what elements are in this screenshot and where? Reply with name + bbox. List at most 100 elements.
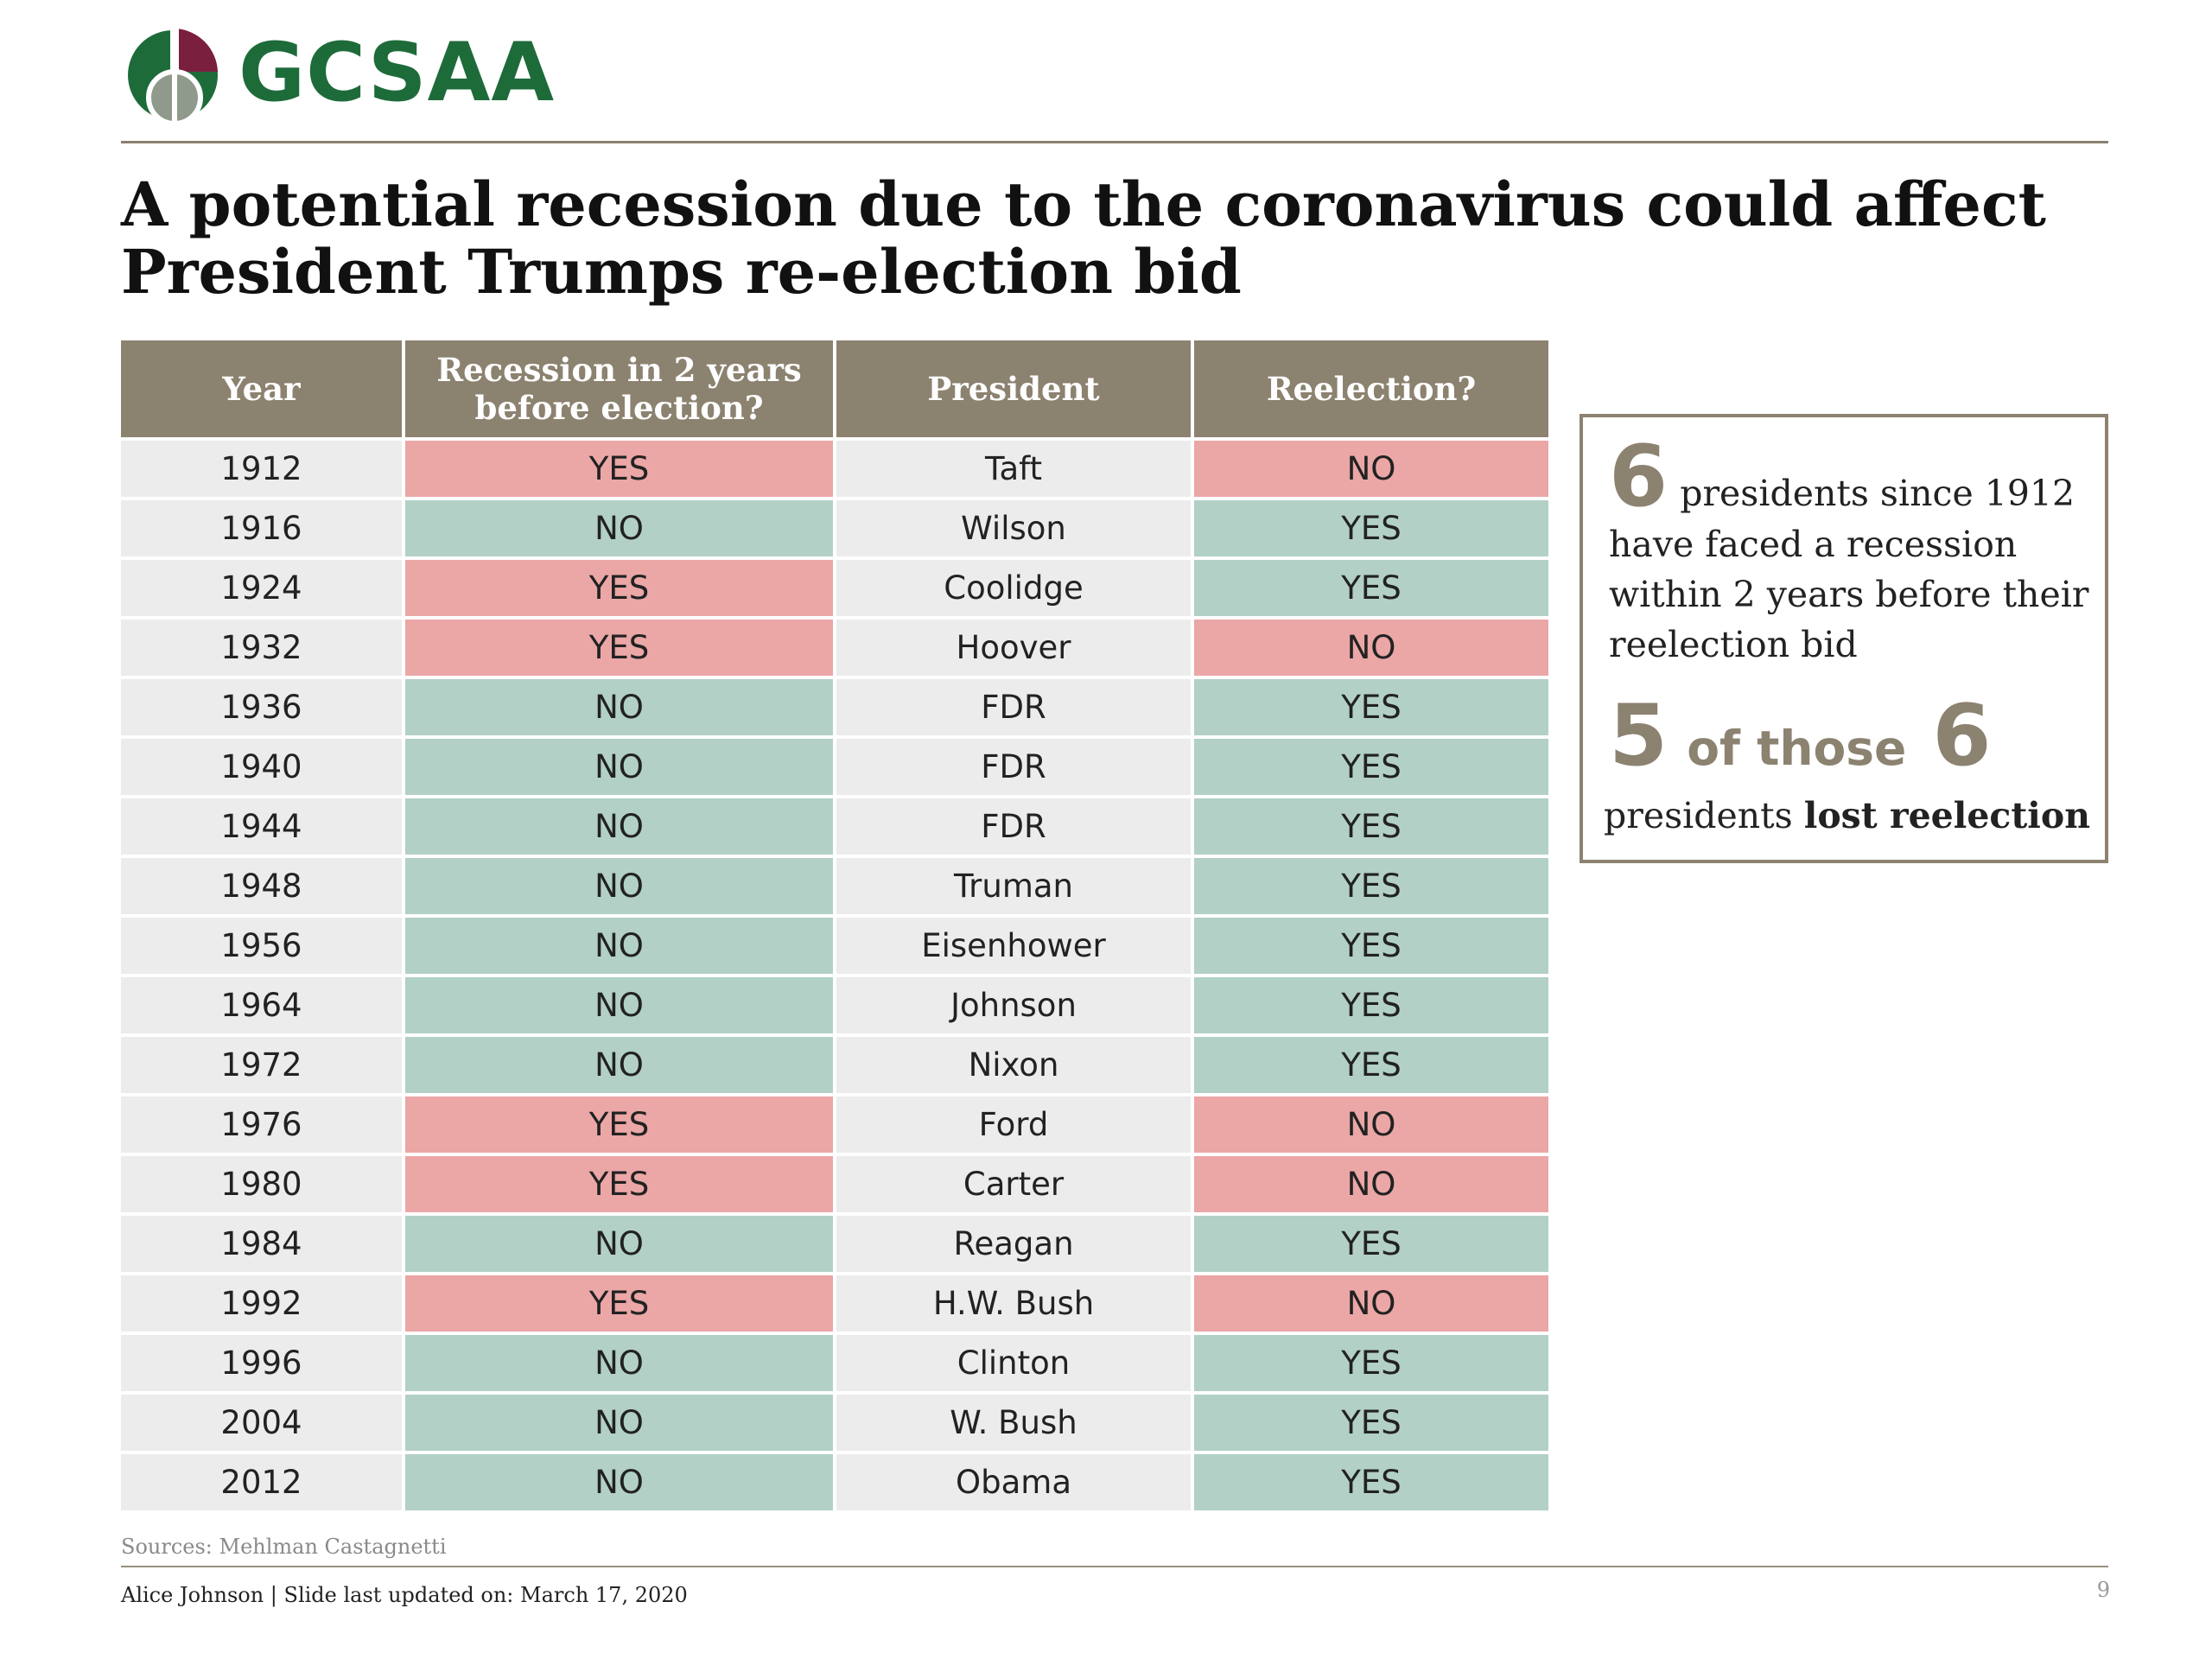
- cell-recession: YES: [405, 1275, 833, 1335]
- cell-reelection: YES: [1194, 798, 1548, 858]
- cell-year: 1984: [121, 1216, 402, 1275]
- cell-president: Truman: [836, 858, 1191, 918]
- cell-recession: NO: [405, 1454, 833, 1514]
- cell-year: 1916: [121, 500, 402, 560]
- cell-recession: YES: [405, 1156, 833, 1216]
- cell-recession: NO: [405, 1395, 833, 1454]
- sources-note: Sources: Mehlman Castagnetti: [121, 1535, 447, 1559]
- cell-president: Johnson: [836, 977, 1191, 1037]
- cell-recession: YES: [405, 441, 833, 500]
- table-row: 1912 YES Taft NO: [121, 441, 1548, 500]
- cell-president: Reagan: [836, 1216, 1191, 1275]
- table-header-row: Year Recession in 2 years before electio…: [121, 340, 1548, 441]
- cell-recession: NO: [405, 1037, 833, 1096]
- callout-text-2-prefix: presidents: [1604, 795, 1793, 836]
- cell-president: H.W. Bush: [836, 1275, 1191, 1335]
- cell-reelection: YES: [1194, 1454, 1548, 1514]
- summary-callout: 6 presidents since 1912 have faced a rece…: [1580, 414, 2108, 863]
- table-row: 1980 YES Carter NO: [121, 1156, 1548, 1216]
- cell-reelection: YES: [1194, 977, 1548, 1037]
- cell-president: FDR: [836, 798, 1191, 858]
- cell-recession: YES: [405, 620, 833, 679]
- cell-year: 1944: [121, 798, 402, 858]
- callout-text-2-bold: lost reelection: [1803, 795, 2091, 836]
- table-row: 1992 YES H.W. Bush NO: [121, 1275, 1548, 1335]
- table-row: 2004 NO W. Bush YES: [121, 1395, 1548, 1454]
- cell-year: 1924: [121, 560, 402, 620]
- cell-year: 1976: [121, 1096, 402, 1156]
- table-row: 1932 YES Hoover NO: [121, 620, 1548, 679]
- cell-president: Eisenhower: [836, 918, 1191, 977]
- cell-recession: NO: [405, 739, 833, 798]
- callout-statement-2: 5 of those 6: [1609, 694, 1992, 779]
- header-reelection: Reelection?: [1194, 340, 1548, 441]
- table-row: 1924 YES Coolidge YES: [121, 560, 1548, 620]
- cell-year: 1936: [121, 679, 402, 739]
- cell-recession: YES: [405, 560, 833, 620]
- cell-recession: NO: [405, 1335, 833, 1395]
- cell-recession: NO: [405, 858, 833, 918]
- page-number: 9: [2096, 1578, 2110, 1602]
- cell-reelection: YES: [1194, 739, 1548, 798]
- cell-recession: NO: [405, 918, 833, 977]
- cell-reelection: YES: [1194, 1037, 1548, 1096]
- cell-president: Coolidge: [836, 560, 1191, 620]
- cell-year: 2012: [121, 1454, 402, 1514]
- cell-year: 1948: [121, 858, 402, 918]
- cell-president: Taft: [836, 441, 1191, 500]
- cell-year: 1992: [121, 1275, 402, 1335]
- cell-recession: NO: [405, 679, 833, 739]
- cell-year: 1996: [121, 1335, 402, 1395]
- cell-reelection: NO: [1194, 1275, 1548, 1335]
- cell-year: 1956: [121, 918, 402, 977]
- cell-president: Ford: [836, 1096, 1191, 1156]
- cell-president: Hoover: [836, 620, 1191, 679]
- cell-year: 1972: [121, 1037, 402, 1096]
- cell-reelection: YES: [1194, 500, 1548, 560]
- callout-number-6b: 6: [1932, 687, 1992, 785]
- table-row: 1940 NO FDR YES: [121, 739, 1548, 798]
- callout-statement-3: presidents lost reelection: [1604, 791, 2090, 841]
- footer-divider: [121, 1566, 2108, 1567]
- cell-reelection: NO: [1194, 1096, 1548, 1156]
- cell-president: FDR: [836, 679, 1191, 739]
- cell-reelection: YES: [1194, 1216, 1548, 1275]
- recession-table: Year Recession in 2 years before electio…: [118, 340, 1552, 1514]
- header-recession: Recession in 2 years before election?: [405, 340, 833, 441]
- cell-president: FDR: [836, 739, 1191, 798]
- cell-president: Clinton: [836, 1335, 1191, 1395]
- table-body: 1912 YES Taft NO 1916 NO Wilson YES 1924 YES Cooli…: [121, 441, 1548, 1514]
- table-row: 1972 NO Nixon YES: [121, 1037, 1548, 1096]
- callout-number-6: 6: [1609, 428, 1669, 526]
- cell-president: Wilson: [836, 500, 1191, 560]
- cell-year: 2004: [121, 1395, 402, 1454]
- table-row: 1956 NO Eisenhower YES: [121, 918, 1548, 977]
- gcsaa-logo: GCSAA: [125, 22, 555, 125]
- table-row: 1984 NO Reagan YES: [121, 1216, 1548, 1275]
- header-president: President: [836, 340, 1191, 441]
- cell-reelection: NO: [1194, 620, 1548, 679]
- callout-text-1: presidents since 1912 have faced a reces…: [1609, 473, 2089, 665]
- table-row: 1976 YES Ford NO: [121, 1096, 1548, 1156]
- table-row: 1936 NO FDR YES: [121, 679, 1548, 739]
- table-row: 1944 NO FDR YES: [121, 798, 1548, 858]
- cell-reelection: YES: [1194, 1335, 1548, 1395]
- slide-title: A potential recession due to the coronav…: [121, 168, 2046, 308]
- footer-text: Alice Johnson | Slide last updated on: M…: [121, 1583, 688, 1607]
- cell-year: 1980: [121, 1156, 402, 1216]
- cell-year: 1964: [121, 977, 402, 1037]
- cell-recession: NO: [405, 977, 833, 1037]
- callout-of-those: of those: [1687, 721, 1907, 776]
- cell-recession: NO: [405, 798, 833, 858]
- cell-reelection: YES: [1194, 858, 1548, 918]
- cell-reelection: YES: [1194, 679, 1548, 739]
- cell-reelection: YES: [1194, 918, 1548, 977]
- cell-reelection: NO: [1194, 1156, 1548, 1216]
- cell-recession: YES: [405, 1096, 833, 1156]
- header-divider: [121, 141, 2108, 143]
- callout-statement-1: 6 presidents since 1912 have faced a rece…: [1609, 435, 2093, 670]
- callout-number-5: 5: [1609, 687, 1669, 785]
- cell-reelection: NO: [1194, 441, 1548, 500]
- cell-year: 1932: [121, 620, 402, 679]
- gcsaa-emblem-icon: [128, 27, 218, 125]
